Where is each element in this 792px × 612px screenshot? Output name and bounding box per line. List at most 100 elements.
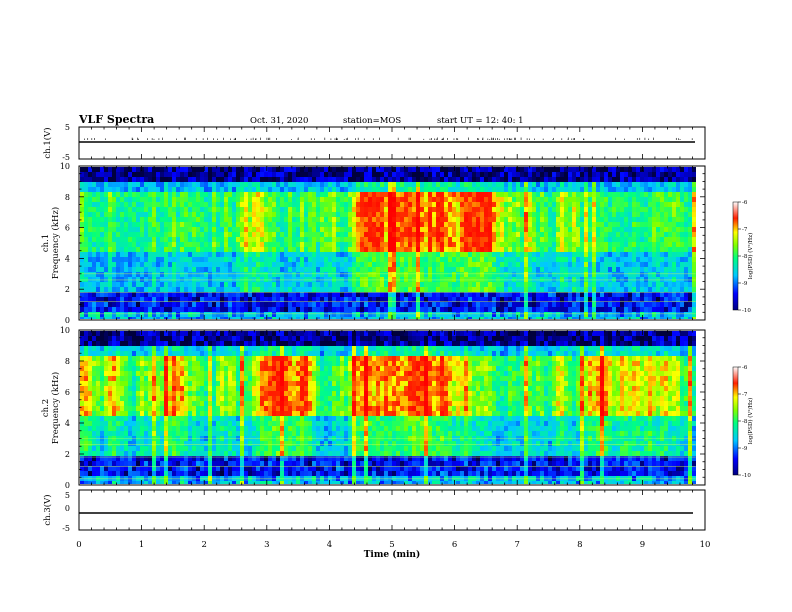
- spectrogram-cell: [104, 252, 108, 257]
- spectrogram-cell: [560, 312, 564, 317]
- spectrogram-cell: [328, 187, 332, 192]
- spectrogram-cell: [476, 217, 480, 222]
- spectrogram-cell: [540, 272, 544, 277]
- spectrogram-cell: [484, 292, 488, 297]
- spectrogram-cell: [364, 167, 368, 172]
- spectrogram-cell: [336, 217, 340, 222]
- spectrogram-cell: [296, 277, 300, 282]
- spectrogram-cell: [312, 317, 316, 319]
- spectrogram-cell: [588, 182, 592, 187]
- spectrogram-cell: [180, 252, 184, 257]
- spectrogram-cell: [320, 242, 324, 247]
- spectrogram-cell: [692, 212, 696, 217]
- spectrogram-cell: [292, 257, 296, 262]
- spectrogram-cell: [104, 302, 108, 307]
- spectrogram-cell: [408, 312, 412, 317]
- spectrogram-cell: [420, 277, 424, 282]
- spectrogram-cell: [304, 232, 308, 237]
- spectrogram-cell: [468, 212, 472, 217]
- spectrogram-cell: [316, 202, 320, 207]
- spectrogram-cell: [616, 197, 620, 202]
- spectrogram-cell: [396, 217, 400, 222]
- spectrogram-cell: [620, 267, 624, 272]
- spectrogram-cell: [176, 262, 180, 267]
- spectrogram-cell: [556, 227, 560, 232]
- spectrogram-cell: [256, 177, 260, 182]
- spectrogram-cell: [664, 287, 668, 292]
- spectrogram-cell: [420, 267, 424, 272]
- spectrogram-cell: [376, 217, 380, 222]
- spectrogram-cell: [680, 182, 684, 187]
- spectrogram-cell: [516, 212, 520, 217]
- spectrogram-cell: [408, 217, 412, 222]
- spectrogram-cell: [660, 247, 664, 252]
- spectrogram-cell: [512, 267, 516, 272]
- spectrogram-cell: [656, 212, 660, 217]
- spectrogram-cell: [588, 192, 592, 197]
- spectrogram-cell: [408, 177, 412, 182]
- spectrogram-cell: [228, 207, 232, 212]
- spectrogram-cell: [272, 292, 276, 297]
- spectrogram-cell: [532, 207, 536, 212]
- spectrogram-cell: [592, 177, 596, 182]
- spectrogram-cell: [236, 227, 240, 232]
- spectrogram-cell: [588, 317, 592, 319]
- spectrogram-cell: [544, 252, 548, 257]
- spectrogram-cell: [580, 247, 584, 252]
- spectrogram-cell: [140, 217, 144, 222]
- spectrogram-cell: [316, 212, 320, 217]
- spectrogram-cell: [468, 227, 472, 232]
- spectrogram-cell: [484, 272, 488, 277]
- spectrogram-cell: [540, 217, 544, 222]
- spectrogram-cell: [392, 172, 396, 177]
- spectrogram-cell: [352, 252, 356, 257]
- spectrogram-cell: [256, 312, 260, 317]
- spectrogram-cell: [636, 317, 640, 319]
- spectrogram-cell: [576, 202, 580, 207]
- spectrogram-cell: [184, 287, 188, 292]
- spectrogram-cell: [244, 267, 248, 272]
- spectrogram-cell: [404, 262, 408, 267]
- spectrogram-cell: [312, 312, 316, 317]
- spectrogram-cell: [500, 212, 504, 217]
- spectrogram-cell: [472, 267, 476, 272]
- spectrogram-cell: [116, 272, 120, 277]
- spectrogram-cell: [320, 307, 324, 312]
- spectrogram-cell: [168, 217, 172, 222]
- spectrogram-cell: [692, 222, 696, 227]
- spectrogram-cell: [584, 272, 588, 277]
- spectrogram-cell: [488, 167, 492, 172]
- spectrogram-cell: [492, 227, 496, 232]
- spectrogram-cell: [424, 237, 428, 242]
- spectrogram-cell: [632, 172, 636, 177]
- spectrogram-cell: [456, 292, 460, 297]
- spectrogram-cell: [368, 197, 372, 202]
- spectrogram-cell: [504, 272, 508, 277]
- spectrogram-cell: [316, 307, 320, 312]
- spectrogram-cell: [668, 292, 672, 297]
- spectrogram-cell: [664, 267, 668, 272]
- spectrogram-cell: [96, 302, 100, 307]
- spectrogram-cell: [448, 257, 452, 262]
- spectrogram-cell: [620, 272, 624, 277]
- spectrogram-cell: [464, 307, 468, 312]
- spectrogram-cell: [464, 202, 468, 207]
- spectrogram-cell: [560, 317, 564, 319]
- spectrogram-cell: [596, 177, 600, 182]
- spectrogram-cell: [640, 257, 644, 262]
- spectrogram-cell: [312, 282, 316, 287]
- spectrogram-cell: [400, 237, 404, 242]
- spectrogram-cell: [124, 177, 128, 182]
- spectrogram-cell: [140, 262, 144, 267]
- spectrogram-cell: [616, 192, 620, 197]
- spectrogram-cell: [376, 287, 380, 292]
- spectrogram-cell: [288, 267, 292, 272]
- spectrogram-cell: [364, 282, 368, 287]
- spectrogram-cell: [220, 312, 224, 317]
- spectrogram-cell: [516, 232, 520, 237]
- spectrogram-cell: [504, 217, 508, 222]
- spectrogram-cell: [468, 317, 472, 319]
- spectrogram-cell: [192, 267, 196, 272]
- spectrogram-cell: [540, 212, 544, 217]
- spectrogram-cell: [552, 202, 556, 207]
